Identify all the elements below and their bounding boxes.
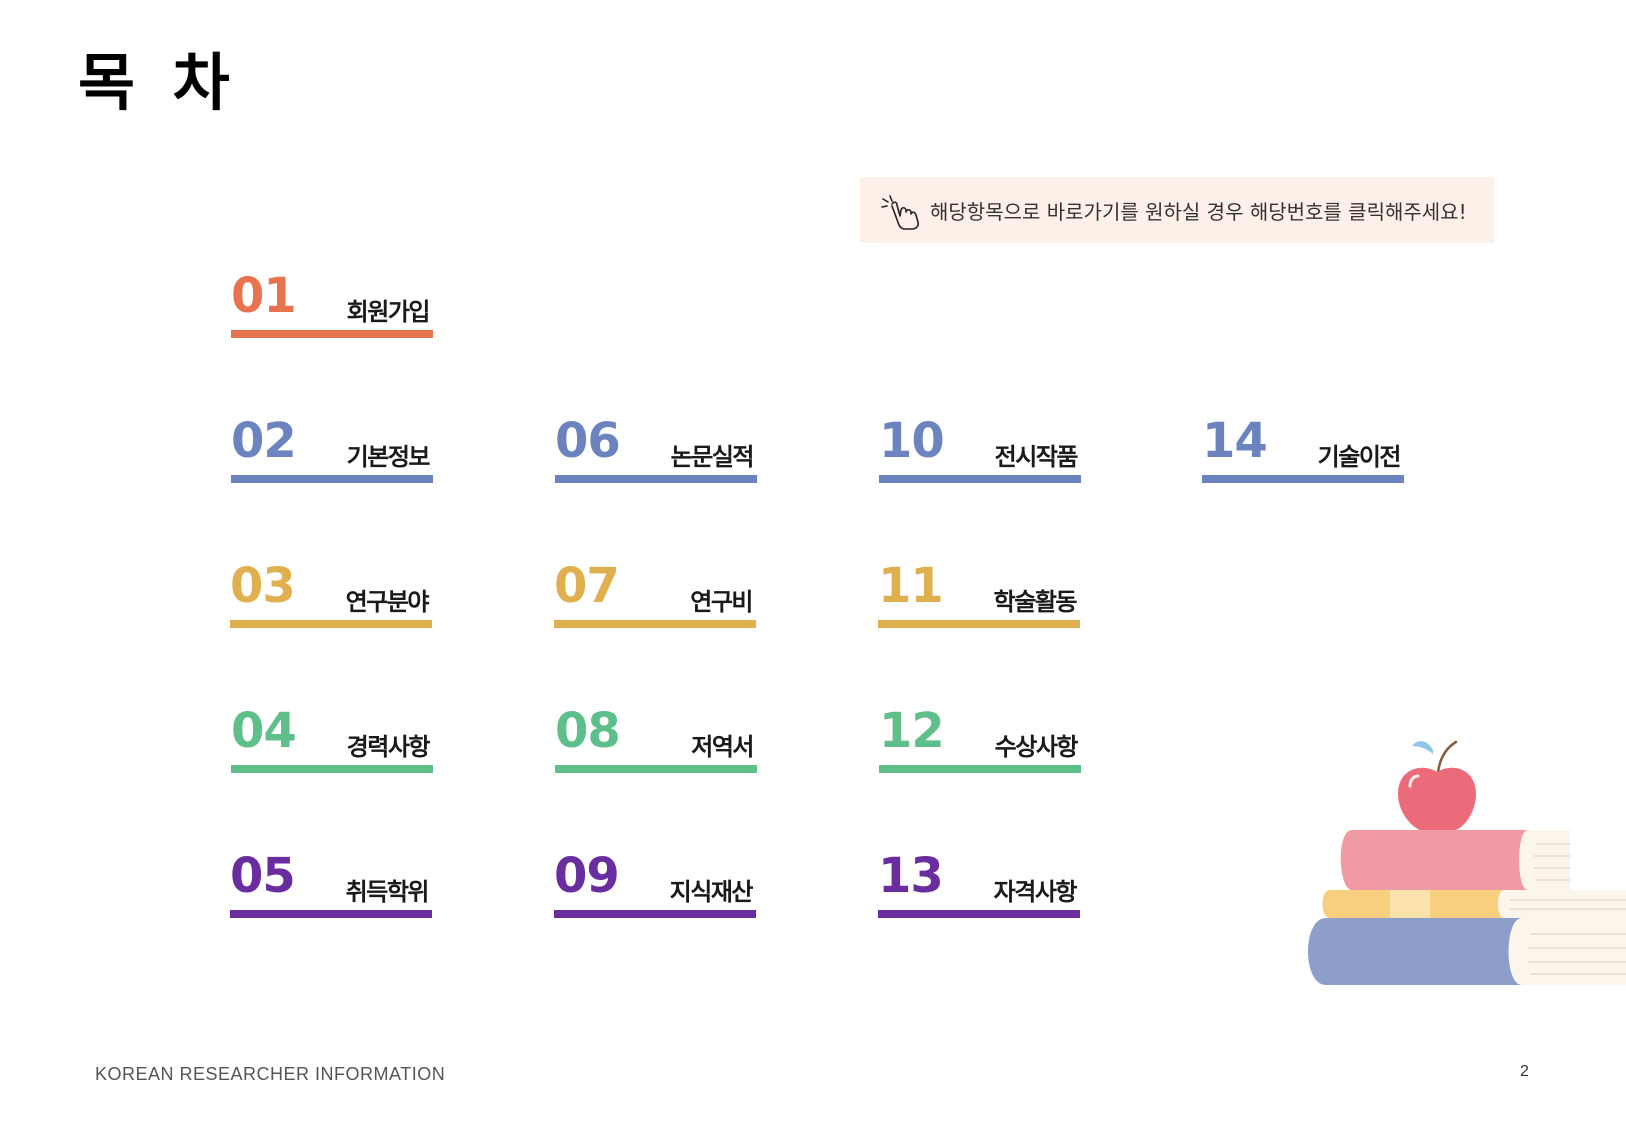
toc-label: 경력사항: [346, 733, 431, 761]
toc-number: 02: [231, 413, 297, 469]
toc-label: 연구분야: [345, 588, 430, 616]
toc-item-09[interactable]: 09 지식재산: [554, 852, 756, 918]
toc-number: 04: [231, 703, 297, 759]
pink-book: [1340, 830, 1570, 890]
toc-number: 03: [230, 558, 296, 614]
toc-item-03[interactable]: 03 연구분야: [230, 562, 432, 628]
toc-number: 09: [554, 848, 620, 904]
toc-label: 회원가입: [346, 298, 431, 326]
footer-text: KOREAN RESEARCHER INFORMATION: [95, 1064, 446, 1084]
toc-label: 기술이전: [1317, 443, 1402, 471]
toc-label: 전시작품: [994, 443, 1079, 471]
toc-item-06[interactable]: 06 논문실적: [555, 417, 757, 483]
toc-underline: [1202, 475, 1404, 483]
toc-item-12[interactable]: 12 수상사항: [879, 707, 1081, 773]
toc-number: 10: [879, 413, 945, 469]
toc-item-07[interactable]: 07 연구비: [554, 562, 756, 628]
toc-label: 자격사항: [993, 878, 1078, 906]
toc-underline: [554, 910, 756, 918]
toc-number: 06: [555, 413, 621, 469]
toc-label: 기본정보: [346, 443, 431, 471]
apple-icon: [1398, 740, 1476, 833]
toc-underline: [878, 620, 1080, 628]
toc-underline: [879, 475, 1081, 483]
toc-number: 11: [878, 558, 944, 614]
toc-underline: [879, 765, 1081, 773]
toc-underline: [230, 620, 432, 628]
toc-underline: [230, 910, 432, 918]
toc-item-13[interactable]: 13 자격사항: [878, 852, 1080, 918]
toc-item-02[interactable]: 02 기본정보: [231, 417, 433, 483]
hand-pointer-click-icon: [881, 195, 919, 230]
toc-number: 08: [555, 703, 621, 759]
toc-item-01[interactable]: 01 회원가입: [231, 272, 433, 338]
toc-number: 13: [878, 848, 944, 904]
toc-label: 논문실적: [670, 443, 755, 471]
page-number: 2: [1520, 1063, 1529, 1080]
toc-underline: [878, 910, 1080, 918]
toc-underline: [231, 475, 433, 483]
toc-underline: [555, 765, 757, 773]
hint-banner: 해당항목으로 바로가기를 원하실 경우 해당번호를 클릭해주세요!: [860, 177, 1494, 243]
toc-underline: [554, 620, 756, 628]
toc-label: 연구비: [690, 588, 753, 616]
page-title: 목 차: [78, 46, 238, 119]
toc-item-14[interactable]: 14 기술이전: [1202, 417, 1404, 483]
toc-label: 수상사항: [994, 733, 1079, 761]
toc-label: 학술활동: [993, 588, 1078, 616]
toc-number: 12: [879, 703, 945, 759]
toc-item-04[interactable]: 04 경력사항: [231, 707, 433, 773]
toc-number: 14: [1202, 413, 1268, 469]
hint-text: 해당항목으로 바로가기를 원하실 경우 해당번호를 클릭해주세요!: [930, 199, 1467, 224]
toc-number: 05: [230, 848, 296, 904]
yellow-book: [1322, 890, 1626, 918]
toc-number: 01: [231, 268, 297, 324]
toc-item-11[interactable]: 11 학술활동: [878, 562, 1080, 628]
toc-label: 저역서: [691, 733, 754, 761]
toc-item-05[interactable]: 05 취득학위: [230, 852, 432, 918]
toc-item-08[interactable]: 08 저역서: [555, 707, 757, 773]
toc-underline: [231, 765, 433, 773]
blue-book: [1308, 918, 1626, 985]
toc-item-10[interactable]: 10 전시작품: [879, 417, 1081, 483]
toc-label: 취득학위: [345, 878, 430, 906]
toc-underline: [555, 475, 757, 483]
books-with-apple-illustration: [1308, 740, 1626, 985]
toc-label: 지식재산: [669, 878, 754, 906]
toc-number: 07: [554, 558, 620, 614]
toc-underline: [231, 330, 433, 338]
